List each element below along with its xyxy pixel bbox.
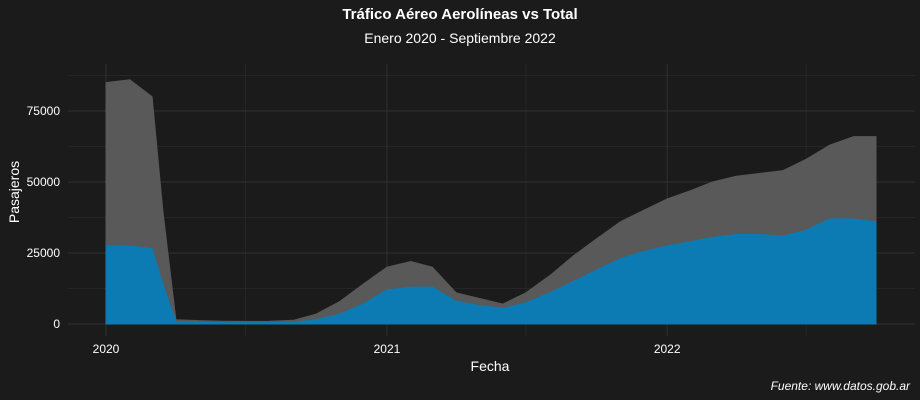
x-tick-label: 2021 <box>374 342 401 356</box>
chart-title: Tráfico Aéreo Aerolíneas vs Total <box>342 6 578 23</box>
source-caption: Fuente: www.datos.gob.ar <box>770 379 910 393</box>
axis-ticks: 0 25000 50000 75000 2020 2021 2022 <box>27 104 681 356</box>
y-tick-label: 75000 <box>27 104 61 118</box>
chart-subtitle: Enero 2020 - Septiembre 2022 <box>364 30 556 46</box>
y-tick-label: 0 <box>53 317 60 331</box>
x-axis-label: Fecha <box>470 358 510 374</box>
x-tick-label: 2020 <box>93 342 120 356</box>
y-tick-label: 50000 <box>27 175 61 189</box>
y-tick-label: 25000 <box>27 246 61 260</box>
series-aerolineas-area <box>105 218 877 325</box>
series-layer <box>105 79 877 325</box>
x-tick-label: 2022 <box>654 342 681 356</box>
